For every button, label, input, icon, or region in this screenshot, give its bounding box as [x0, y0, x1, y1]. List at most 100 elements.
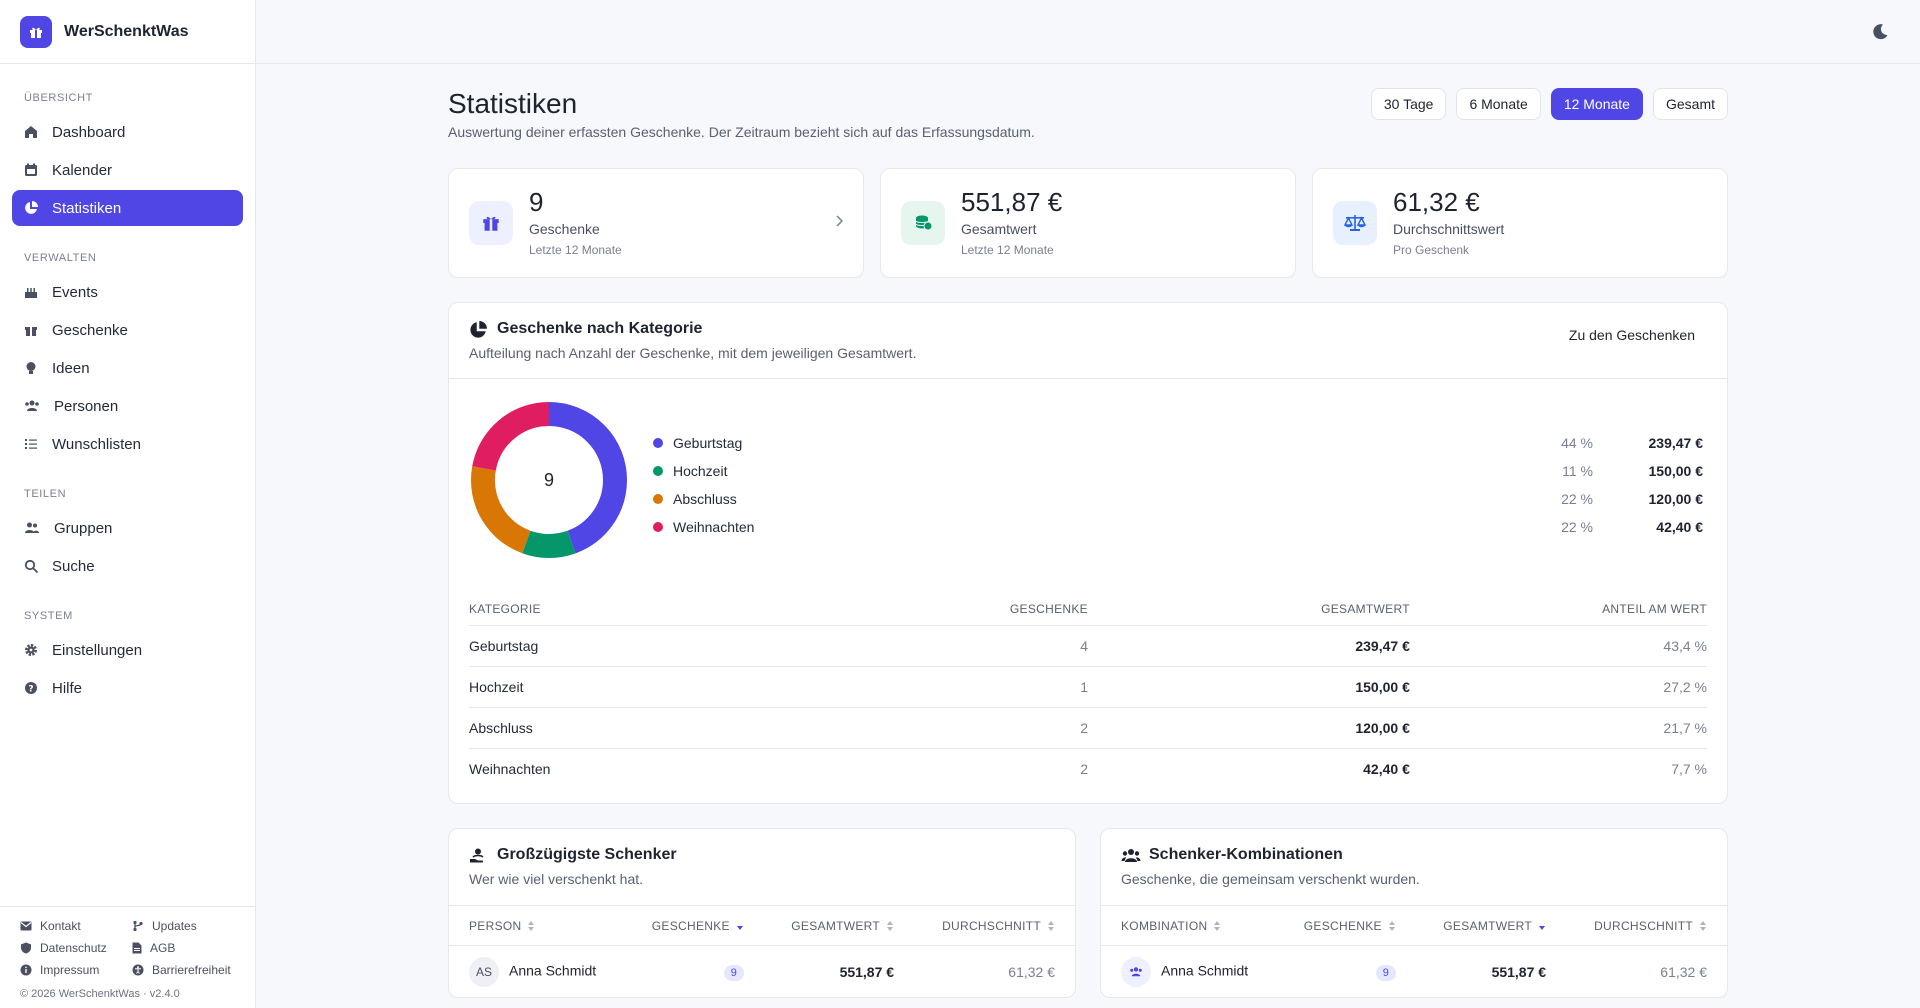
sidebar-item-gruppen[interactable]: Gruppen [12, 510, 243, 546]
main-content: Statistiken Auswertung deiner erfassten … [448, 64, 1728, 998]
list-icon [25, 439, 37, 449]
sidebar-item-hilfe[interactable]: ? Hilfe [12, 670, 243, 706]
sidebar-item-events[interactable]: Events [12, 274, 243, 310]
hand-giving-icon [470, 848, 484, 863]
category-table: Kategorie Geschenke Gesamtwert Anteil am… [469, 593, 1707, 789]
sort-icon [1388, 921, 1395, 932]
range-button-gesamt[interactable]: Gesamt [1652, 88, 1728, 120]
stat-hint: Letzte 12 Monate [529, 243, 622, 257]
column-header-durchschnitt[interactable]: Durchschnitt [1566, 905, 1727, 946]
sidebar-item-geschenke[interactable]: Geschenke [12, 312, 243, 348]
column-header-gesamtwert[interactable]: Gesamtwert [1415, 905, 1567, 946]
footer-link-kontakt[interactable]: Kontakt [20, 917, 132, 934]
column-header-kombination[interactable]: Kombination [1101, 905, 1277, 946]
table-row: Geburtstag 4 239,47 € 43,4 % [469, 625, 1707, 667]
givers-panel: Großzügigste Schenker Wer wie viel versc… [448, 828, 1076, 998]
column-header-person[interactable]: Person [449, 905, 625, 946]
mail-icon [20, 921, 32, 930]
sidebar-item-einstellungen[interactable]: Einstellungen [12, 632, 243, 668]
sidebar-item-dashboard[interactable]: Dashboard [12, 114, 243, 150]
group-icon [25, 522, 39, 533]
column-header-gesamtwert[interactable]: Gesamtwert [763, 905, 915, 946]
legend-percent: 22 % [1561, 519, 1593, 535]
help-icon: ? [25, 682, 37, 695]
combos-table: Kombination Geschenke Gesamtwert Durchsc… [1101, 905, 1727, 998]
stat-label: Geschenke [529, 221, 600, 237]
users-icon [1121, 849, 1141, 862]
gift-logo-icon [20, 15, 52, 48]
column-header-durchschnitt[interactable]: Durchschnitt [914, 905, 1075, 946]
footer-link-label: Impressum [40, 962, 100, 977]
table-row: Abschluss 2 120,00 € 21,7 % [469, 707, 1707, 749]
sidebar-footer: Kontakt Updates Datenschutz AGB Impressu… [0, 906, 256, 1008]
legend-name: Weihnachten [673, 519, 755, 535]
footer-link-datenschutz[interactable]: Datenschutz [20, 939, 132, 956]
legend-value: 239,47 € [1648, 435, 1704, 451]
sidebar-item-statistiken[interactable]: Statistiken [12, 190, 243, 226]
category-donut-chart: 9 [469, 400, 629, 560]
column-header-label: Kombination [1121, 918, 1208, 933]
legend-value: 120,00 € [1648, 491, 1704, 507]
moon-icon [1873, 24, 1888, 40]
sidebar: WerSchenktWas Übersicht Dashboard Kalend… [0, 0, 256, 1008]
sidebar-item-ideen[interactable]: Ideen [12, 350, 243, 386]
table-cell: 239,47 € [1087, 625, 1410, 667]
givers-table: Person Geschenke Gesamtwert Durchschnitt… [449, 905, 1075, 998]
column-header-label: Geschenke [651, 918, 730, 933]
sidebar-item-label: Einstellungen [52, 641, 143, 659]
legend-row-hochzeit: Hochzeit 11 % 150,00 € [653, 457, 1703, 485]
sort-icon [887, 921, 894, 932]
range-button-6-monate[interactable]: 6 Monate [1456, 88, 1541, 120]
sidebar-item-label: Suche [52, 557, 95, 575]
coins-icon [901, 201, 945, 245]
stat-hint: Letzte 12 Monate [961, 243, 1054, 257]
range-button-12-monate[interactable]: 12 Monate [1550, 88, 1643, 120]
gift-icon [25, 327, 37, 336]
sort-icon [528, 921, 535, 932]
dark-mode-toggle[interactable] [1868, 20, 1892, 44]
stat-label: Gesamtwert [961, 221, 1037, 237]
column-header-anteil: Anteil am Wert [1409, 593, 1707, 626]
column-header-geschenke[interactable]: Geschenke [1276, 905, 1416, 946]
svg-text:?: ? [28, 685, 33, 695]
sort-icon [1214, 921, 1221, 932]
count-badge: 9 [1375, 964, 1396, 981]
cake-icon [25, 288, 37, 298]
brand[interactable]: WerSchenktWas [0, 0, 255, 64]
footer-link-updates[interactable]: Updates [132, 917, 244, 934]
page-title: Statistiken [448, 88, 578, 119]
table-row[interactable]: AS Anna Schmidt 9 551,87 € 61,32 € [449, 946, 1075, 998]
table-row: Weihnachten 2 42,40 € 7,7 % [469, 748, 1707, 789]
footer-link-impressum[interactable]: Impressum [20, 961, 132, 978]
sidebar-item-suche[interactable]: Suche [12, 548, 243, 584]
table-row[interactable]: Anna Schmidt 9 551,87 € 61,32 € [1101, 946, 1727, 998]
table-cell: Weihnachten [469, 760, 551, 777]
stat-value: 9 [529, 187, 544, 217]
stat-card-durchschnittswert: 61,32 € Durchschnittswert Pro Geschenk [1312, 168, 1728, 278]
sort-icon [1700, 921, 1706, 932]
stat-card-gesamtwert: 551,87 € Gesamtwert Letzte 12 Monate [880, 168, 1296, 278]
table-cell: 43,4 % [1409, 625, 1707, 667]
column-header-label: Person [469, 918, 522, 933]
table-cell: 21,7 % [1409, 707, 1707, 749]
stat-label: Durchschnittswert [1393, 221, 1505, 237]
sidebar-item-wunschlisten[interactable]: Wunschlisten [12, 426, 243, 462]
sidebar-item-kalender[interactable]: Kalender [12, 152, 243, 188]
sidebar-item-label: Personen [54, 397, 119, 415]
average-value: 61,32 € [1660, 963, 1707, 980]
category-legend: Geburtstag 44 % 239,47 € Hochzeit 11 % 1… [653, 429, 1703, 541]
footer-links: Kontakt Updates Datenschutz AGB Impressu… [20, 917, 236, 978]
legend-row-abschluss: Abschluss 22 % 120,00 € [653, 485, 1703, 513]
sidebar-item-label: Statistiken [52, 199, 122, 217]
column-header-geschenke[interactable]: Geschenke [624, 905, 764, 946]
sort-desc-icon [1539, 926, 1546, 931]
legend-name: Abschluss [673, 491, 737, 507]
legend-value: 150,00 € [1648, 463, 1704, 479]
footer-link-barrierefreiheit[interactable]: Barrierefreiheit [132, 961, 244, 978]
range-button-30-tage[interactable]: 30 Tage [1370, 88, 1447, 120]
stat-card-geschenke[interactable]: 9 Geschenke Letzte 12 Monate [448, 168, 864, 278]
to-gifts-link[interactable]: Zu den Geschenken [1568, 327, 1695, 343]
calendar-icon [25, 163, 37, 176]
footer-link-agb[interactable]: AGB [132, 939, 244, 956]
sidebar-item-personen[interactable]: Personen [12, 388, 243, 424]
